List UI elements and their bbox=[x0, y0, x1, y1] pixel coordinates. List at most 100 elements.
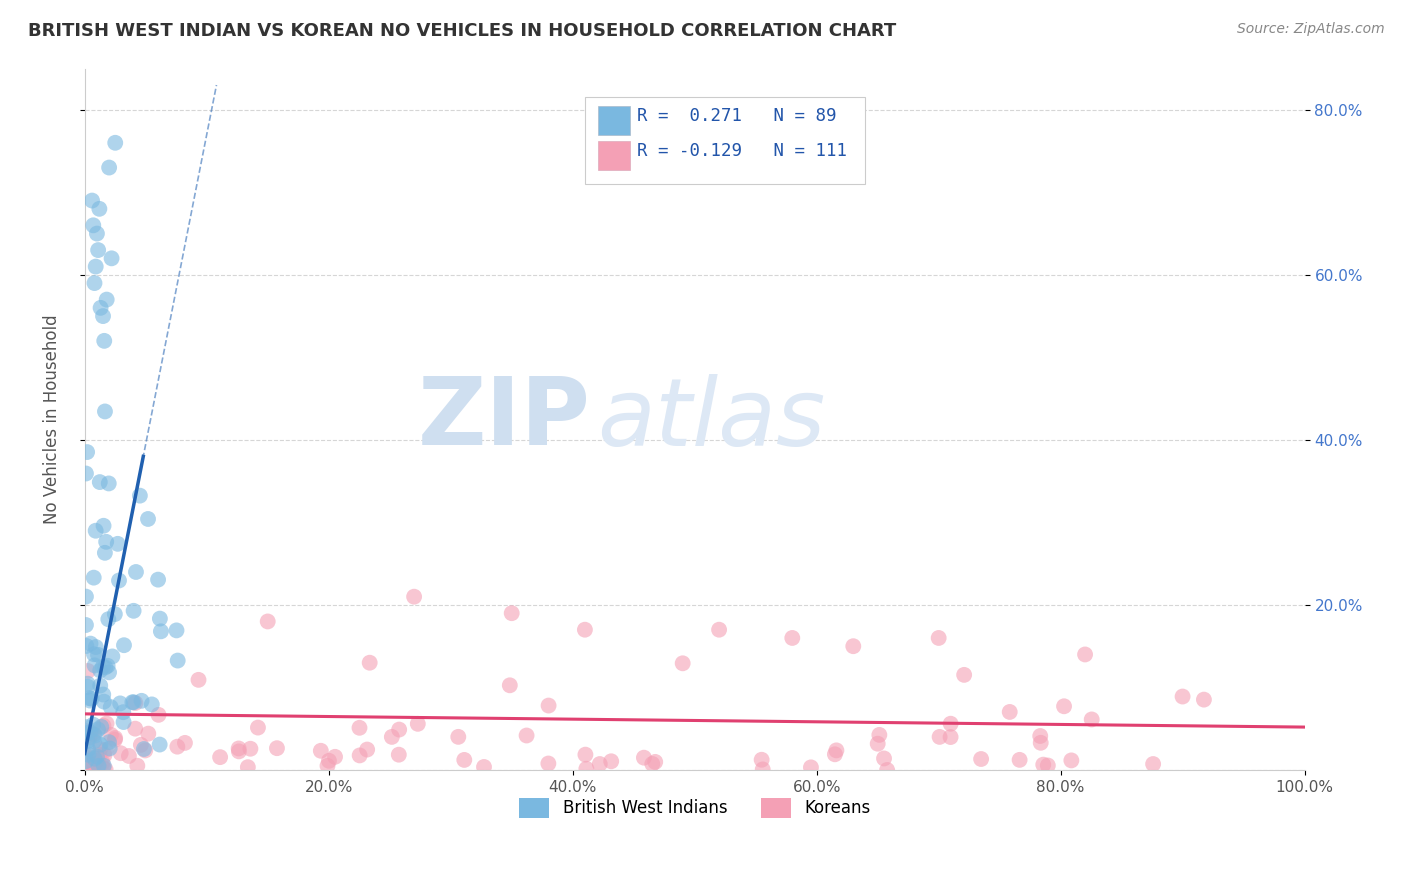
Point bbox=[256, 615, 278, 629]
Point bbox=[93, 748, 115, 763]
Point bbox=[499, 678, 522, 692]
Point bbox=[93, 758, 115, 772]
Point bbox=[87, 648, 110, 662]
Point bbox=[825, 743, 848, 757]
Point bbox=[388, 723, 411, 737]
Point bbox=[166, 739, 188, 754]
Text: Source: ZipAtlas.com: Source: ZipAtlas.com bbox=[1237, 22, 1385, 37]
Point bbox=[76, 751, 98, 765]
Point bbox=[131, 694, 153, 708]
Point bbox=[149, 738, 172, 752]
Point bbox=[246, 721, 269, 735]
Point bbox=[86, 751, 108, 765]
Point bbox=[87, 243, 110, 257]
Point bbox=[79, 637, 101, 651]
Point bbox=[104, 731, 127, 745]
Point bbox=[91, 688, 114, 702]
Point bbox=[125, 565, 148, 579]
Text: BRITISH WEST INDIAN VS KOREAN NO VEHICLES IN HOUSEHOLD CORRELATION CHART: BRITISH WEST INDIAN VS KOREAN NO VEHICLE… bbox=[28, 22, 897, 40]
Point bbox=[876, 763, 898, 777]
Point bbox=[1142, 757, 1164, 772]
Point bbox=[76, 734, 98, 748]
Point bbox=[94, 743, 117, 757]
Point bbox=[75, 639, 97, 653]
Point bbox=[89, 738, 111, 752]
Point bbox=[121, 695, 143, 709]
Point bbox=[129, 738, 152, 752]
Point bbox=[83, 728, 105, 742]
Point bbox=[83, 647, 105, 661]
Point bbox=[94, 660, 117, 674]
Point bbox=[136, 512, 159, 526]
Point bbox=[600, 754, 623, 768]
Point bbox=[122, 604, 145, 618]
Point bbox=[91, 660, 114, 674]
Point bbox=[83, 734, 105, 748]
Point bbox=[141, 698, 163, 712]
Point bbox=[108, 574, 131, 588]
Point bbox=[112, 714, 135, 729]
Point bbox=[104, 136, 127, 150]
Point bbox=[77, 762, 100, 776]
Point bbox=[98, 665, 121, 680]
Text: ZIP: ZIP bbox=[418, 373, 591, 466]
Point bbox=[110, 746, 132, 760]
Point bbox=[80, 691, 103, 706]
Point bbox=[89, 747, 111, 762]
Point bbox=[782, 631, 804, 645]
Point bbox=[98, 161, 121, 175]
Point bbox=[672, 657, 695, 671]
Point bbox=[1029, 729, 1052, 743]
Point bbox=[77, 664, 100, 678]
Point bbox=[93, 719, 115, 733]
Point bbox=[94, 404, 117, 418]
Point bbox=[148, 707, 170, 722]
Point bbox=[1171, 690, 1194, 704]
Point bbox=[323, 749, 346, 764]
Point bbox=[89, 475, 111, 489]
Point bbox=[77, 691, 100, 706]
Point bbox=[939, 730, 962, 744]
Point bbox=[128, 489, 150, 503]
Point bbox=[83, 658, 105, 673]
Point bbox=[79, 759, 101, 773]
Point bbox=[83, 571, 105, 585]
Point bbox=[108, 697, 131, 711]
Point bbox=[236, 760, 259, 774]
Point bbox=[79, 763, 101, 777]
Point bbox=[166, 654, 188, 668]
Point bbox=[873, 751, 896, 765]
Point bbox=[75, 759, 97, 773]
Point bbox=[89, 742, 111, 756]
Point bbox=[1032, 757, 1054, 772]
Point bbox=[187, 673, 209, 687]
Point bbox=[136, 726, 159, 740]
Point bbox=[1074, 648, 1097, 662]
Point bbox=[75, 618, 97, 632]
Point bbox=[146, 573, 169, 587]
Point bbox=[359, 656, 381, 670]
Point bbox=[228, 744, 250, 758]
Point bbox=[84, 754, 107, 768]
Point bbox=[751, 763, 773, 777]
Point bbox=[75, 747, 97, 762]
Point bbox=[84, 640, 107, 654]
Point bbox=[100, 728, 122, 742]
Point bbox=[80, 726, 103, 740]
Point bbox=[574, 747, 596, 762]
Point bbox=[751, 753, 773, 767]
Point bbox=[132, 742, 155, 756]
Point bbox=[79, 693, 101, 707]
Point bbox=[209, 750, 232, 764]
Point bbox=[84, 260, 107, 274]
Point bbox=[82, 763, 104, 777]
Point bbox=[97, 658, 120, 673]
Point bbox=[800, 760, 823, 774]
Point bbox=[124, 696, 146, 710]
Point bbox=[76, 758, 98, 772]
Point bbox=[356, 742, 378, 756]
Point bbox=[83, 276, 105, 290]
Point bbox=[104, 607, 127, 621]
Point bbox=[970, 752, 993, 766]
Point bbox=[112, 705, 135, 719]
